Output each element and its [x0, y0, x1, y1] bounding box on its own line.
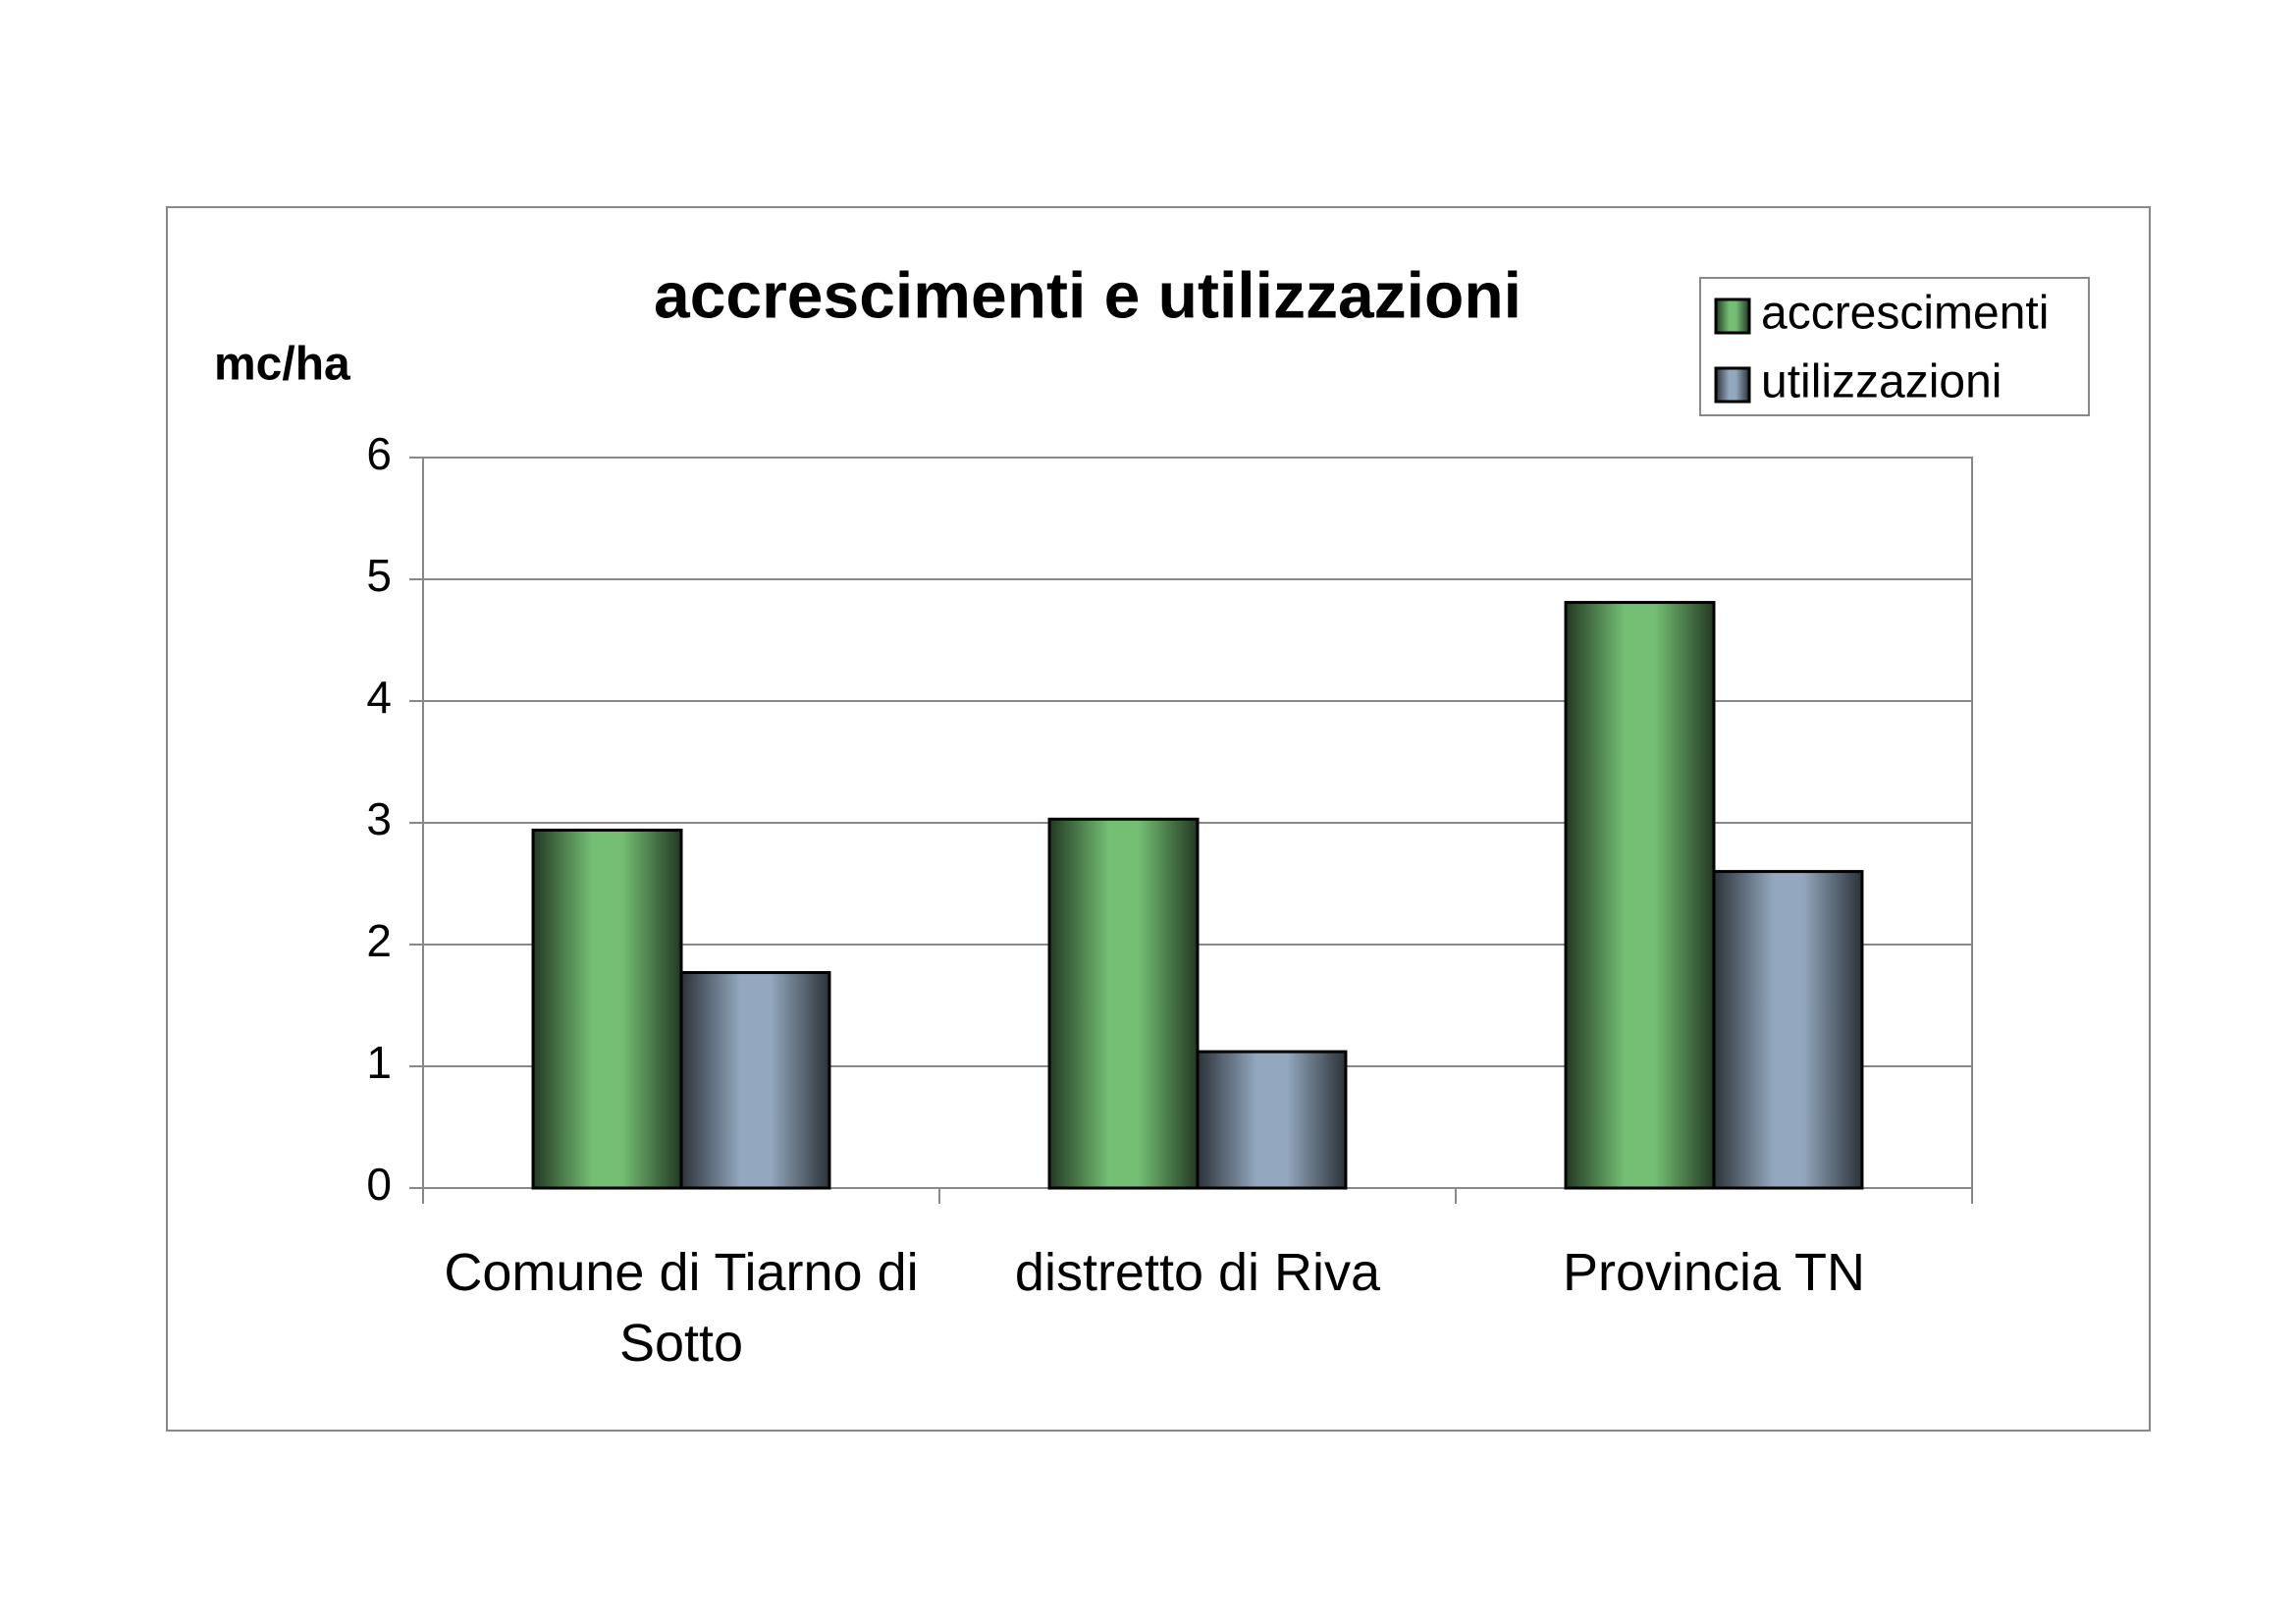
y-tick-label: 3: [366, 793, 392, 844]
bar: [1047, 817, 1200, 1190]
bar: [679, 971, 831, 1190]
y-tick-label: 2: [366, 915, 392, 966]
y-tick-label: 6: [366, 428, 392, 479]
x-tick-label: Provincia TN: [1562, 1243, 1866, 1302]
y-tick-label: 0: [366, 1159, 392, 1210]
y-tick-label: 4: [366, 672, 392, 723]
chart-title: accrescimenti e utilizzazioni: [654, 258, 1522, 331]
x-tick-label: distretto di Riva: [1014, 1243, 1381, 1302]
x-tick-label: Comune di Tiarno di Sotto: [444, 1243, 919, 1373]
bar: [531, 828, 683, 1190]
legend-label: accrescimenti: [1761, 288, 2049, 340]
legend: [1699, 277, 2090, 416]
y-tick-label: 1: [366, 1037, 392, 1088]
legend-swatch: [1714, 366, 1751, 404]
bar: [1196, 1050, 1348, 1190]
legend-swatch: [1714, 298, 1751, 335]
bar: [1564, 601, 1716, 1190]
legend-label: utilizzazioni: [1761, 356, 2002, 408]
y-tick-label: 5: [366, 550, 392, 601]
bar: [1712, 870, 1864, 1190]
y-axis-label: mc/ha: [214, 339, 350, 391]
